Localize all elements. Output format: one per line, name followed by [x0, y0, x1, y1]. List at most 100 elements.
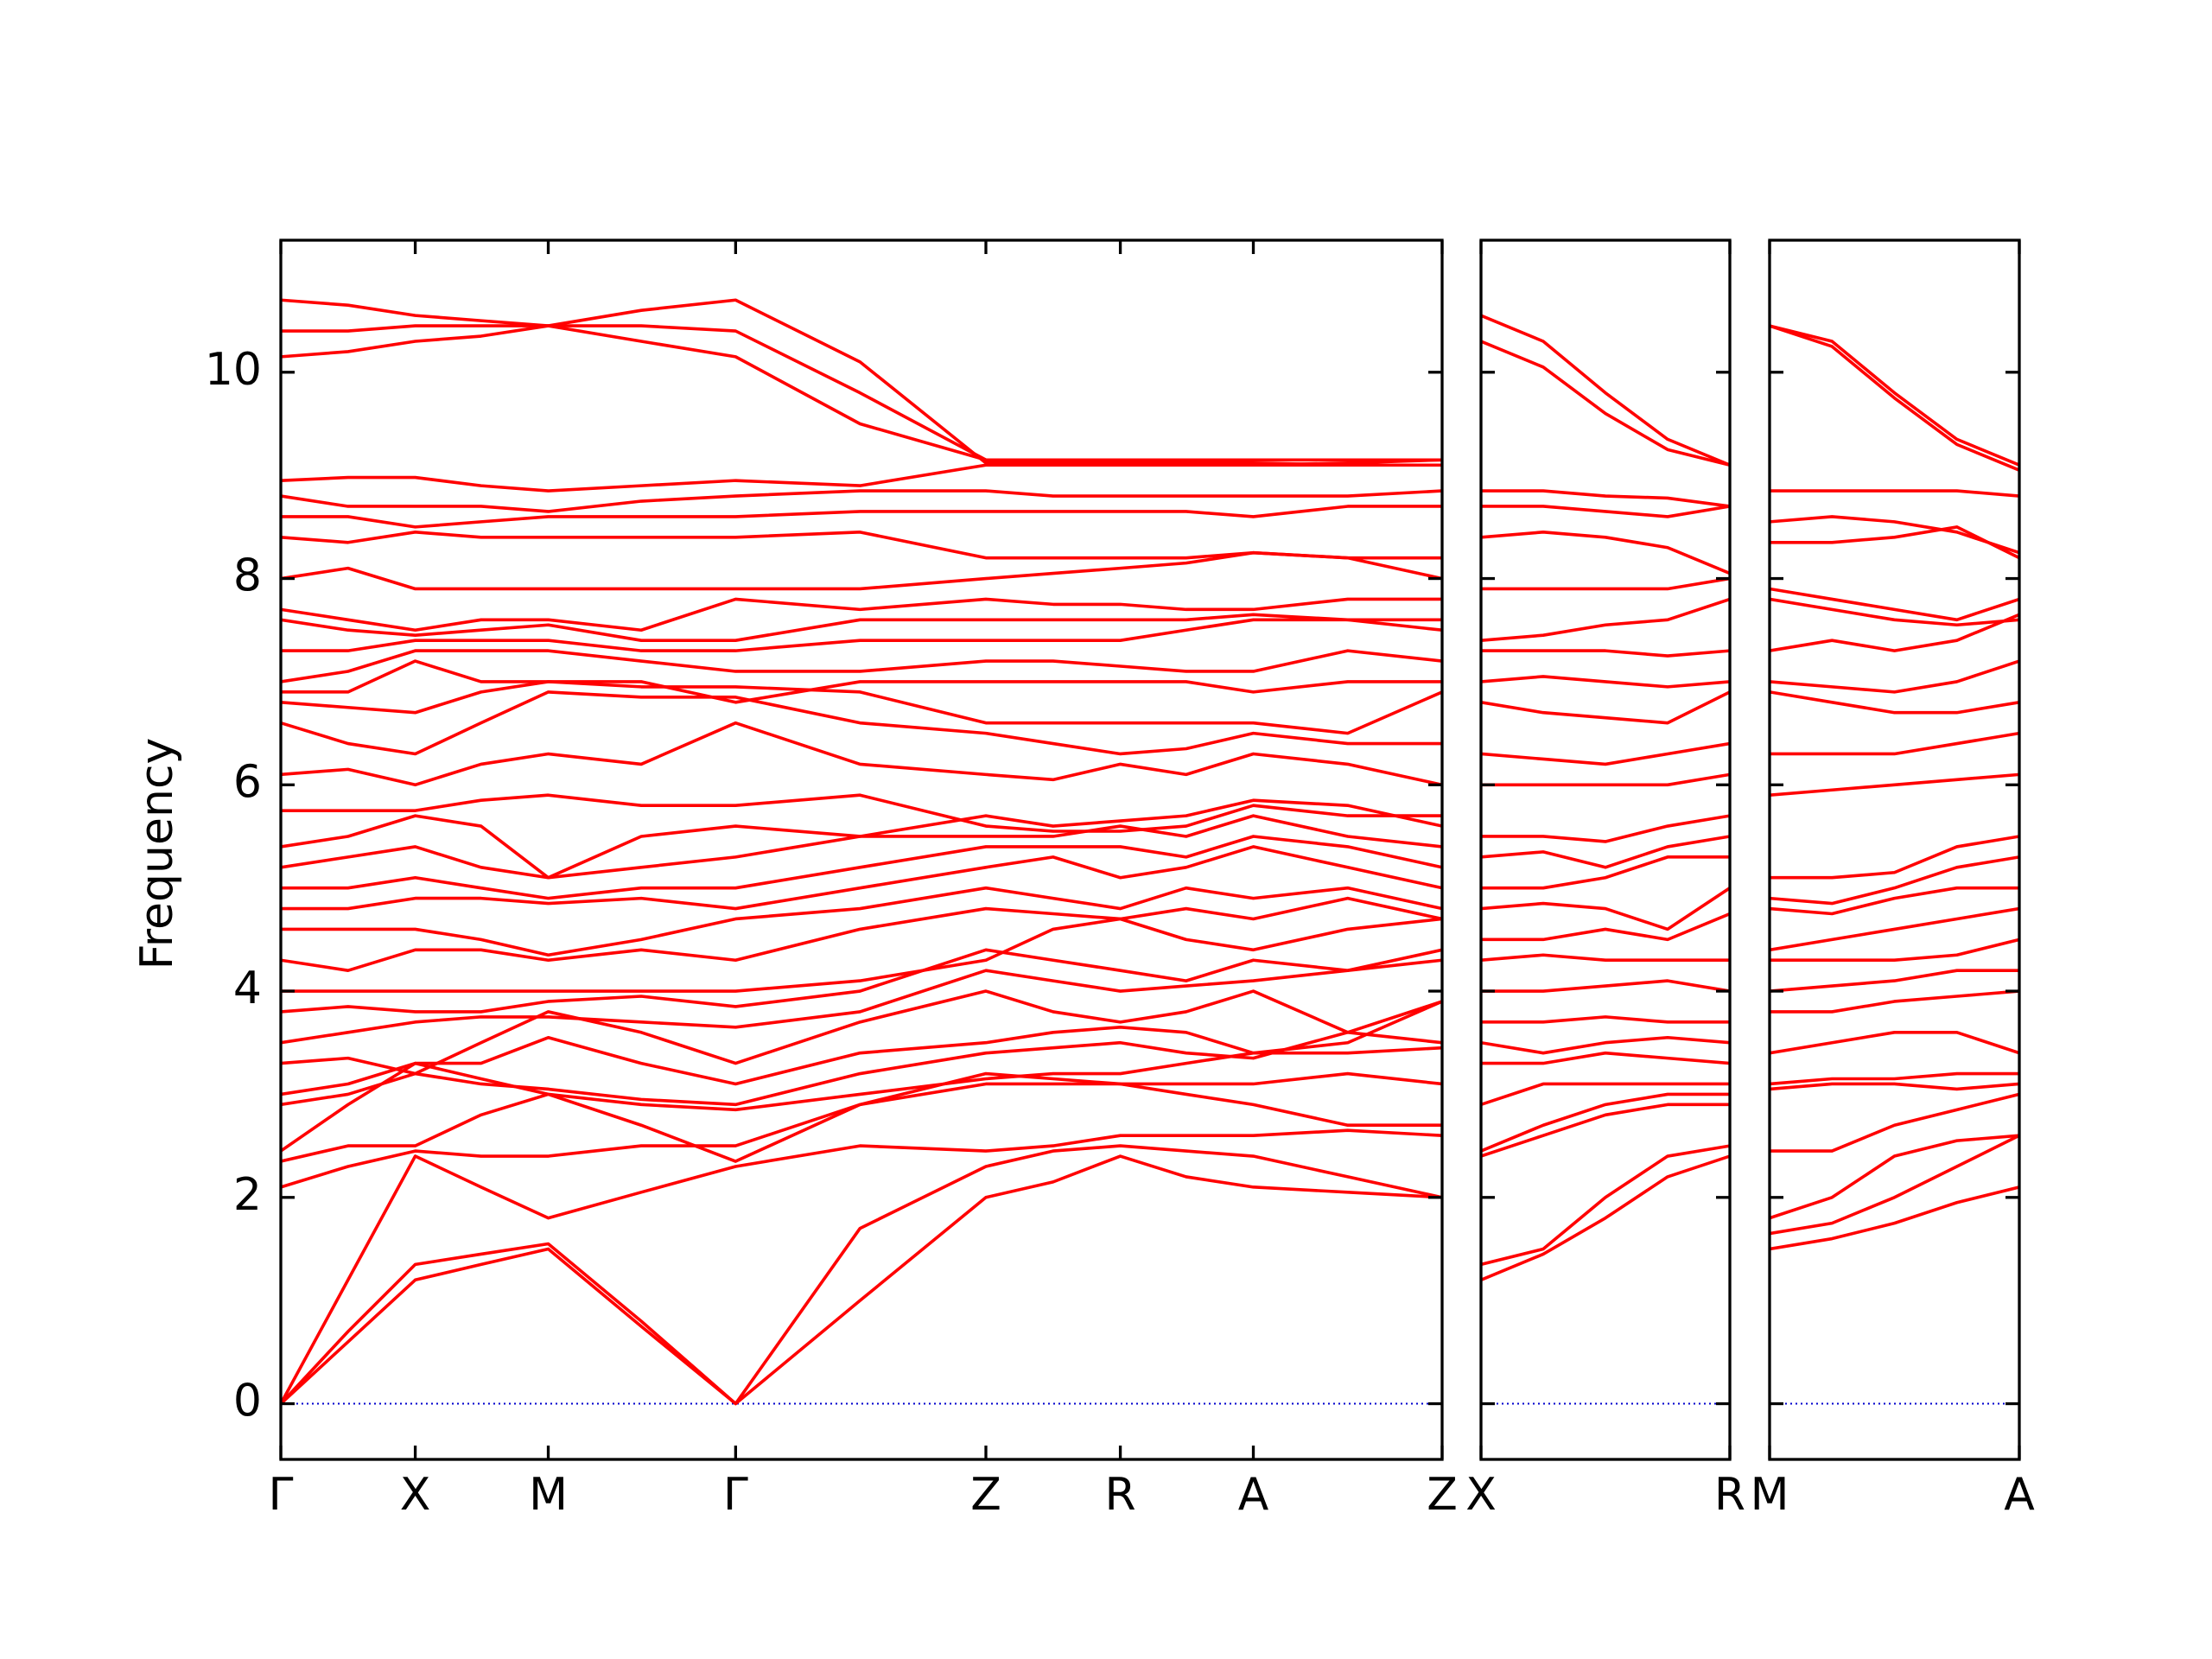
- phonon-band: [1770, 690, 2019, 715]
- phonon-band: [281, 531, 1442, 560]
- x-tick-label: X: [400, 1469, 431, 1521]
- phonon-band: [281, 1128, 1442, 1405]
- phonon-band: [1481, 1103, 1730, 1158]
- phonon-band: [281, 550, 1442, 591]
- phonon-band: [281, 1154, 1442, 1406]
- phonon-band: [1481, 772, 1730, 787]
- bands: [281, 298, 1442, 1406]
- phonon-band: [281, 886, 1442, 957]
- phonon-band: [1770, 989, 2019, 1014]
- panel-frame: [1479, 238, 1732, 1461]
- phonon-band: [1770, 515, 2019, 555]
- x-tick-label: Γ: [269, 1469, 294, 1521]
- phonon-band: [1770, 1071, 2019, 1086]
- y-tick-label: 0: [233, 1376, 262, 1427]
- phonon-band: [1770, 835, 2019, 880]
- phonon-band: [1770, 731, 2019, 756]
- phonon-band: [1770, 938, 2019, 963]
- phonon-band: [281, 505, 1442, 529]
- phonon-band: [281, 298, 1442, 467]
- phonon-band: [1481, 489, 1730, 508]
- phonon-band: [281, 917, 1442, 993]
- phonon-band: [1770, 597, 2019, 627]
- phonon-band: [1770, 659, 2019, 694]
- x-tick-label: A: [1238, 1469, 1269, 1521]
- phonon-band: [1481, 855, 1730, 890]
- bands: [1770, 324, 2019, 1251]
- y-tick-label: 10: [205, 344, 262, 396]
- phonon-band: [1481, 531, 1730, 575]
- phonon-band: [1481, 1144, 1730, 1267]
- phonon-band: [1770, 772, 2019, 798]
- phonon-band: [281, 798, 1442, 880]
- phonon-band: [1770, 324, 2019, 472]
- phonon-band: [1770, 906, 2019, 952]
- phonon-band: [1770, 587, 2019, 622]
- x-tick-label: R: [1714, 1469, 1745, 1521]
- panel-frame: [1768, 238, 2021, 1461]
- phonon-band: [1770, 525, 2019, 560]
- x-tick-label: R: [1105, 1469, 1136, 1521]
- phonon-band: [1481, 675, 1730, 689]
- phonon-band: [281, 948, 1442, 1045]
- phonon-band: [1770, 1134, 2019, 1236]
- phonon-band: [1481, 814, 1730, 843]
- phonon-band: [1481, 314, 1730, 467]
- x-tick-label: M: [529, 1469, 568, 1521]
- phonon-band: [1481, 953, 1730, 963]
- phonon-band: [281, 597, 1442, 632]
- phonon-band: [1481, 1015, 1730, 1024]
- y-tick-label: 8: [233, 550, 262, 602]
- phonon-band: [281, 618, 1442, 652]
- x-tick-label: Z: [1427, 1469, 1458, 1521]
- phonon-band: [1481, 912, 1730, 942]
- y-tick-label: 6: [233, 756, 262, 808]
- phonon-band: [1481, 741, 1730, 766]
- x-tick-label: Γ: [723, 1469, 748, 1521]
- phonon-band: [281, 793, 1442, 833]
- phonon-band: [1481, 597, 1730, 642]
- phonon-band: [281, 1144, 1442, 1406]
- phonon-band: [281, 690, 1442, 756]
- phonon-band: [281, 721, 1442, 787]
- phonon-band: [1770, 324, 2019, 467]
- phonon-band: [1770, 613, 2019, 652]
- y-tick-label: 4: [233, 963, 262, 1014]
- phonon-band: [1481, 576, 1730, 591]
- phonon-band: [1770, 1092, 2019, 1153]
- panel-frame: [279, 238, 1444, 1461]
- x-tick-label: M: [1751, 1469, 1789, 1521]
- phonon-band: [1481, 1082, 1730, 1107]
- phonon-band: [281, 659, 1442, 704]
- phonon-band: [1770, 1185, 2019, 1251]
- phonon-band: [281, 324, 1442, 462]
- phonon-band: [1481, 887, 1730, 931]
- phonon-band: [281, 1071, 1442, 1163]
- phonon-band: [1481, 340, 1730, 467]
- phonon-band: [1481, 1051, 1730, 1065]
- phonon-band: [281, 835, 1442, 900]
- phonon-band: [1481, 1092, 1730, 1153]
- x-tick-label: Z: [970, 1469, 1001, 1521]
- phonon-band: [1481, 690, 1730, 725]
- phonon-band: [281, 989, 1442, 1076]
- phonon-band: [281, 896, 1442, 972]
- phonon-band: [1481, 649, 1730, 658]
- bands: [1481, 314, 1730, 1281]
- phonon-band: [1481, 1035, 1730, 1055]
- phonon-band: [281, 463, 1442, 493]
- x-tick-label: X: [1465, 1469, 1497, 1521]
- phonon-band: [281, 324, 1442, 467]
- phonon-band: [281, 613, 1442, 642]
- phonon-band: [1481, 835, 1730, 869]
- phonon-band: [1770, 1030, 2019, 1055]
- phonon-band: [281, 948, 1442, 1014]
- phonon-band: [1481, 979, 1730, 993]
- x-tick-label: A: [2004, 1469, 2035, 1521]
- phonon-band: [1770, 886, 2019, 916]
- phonon-band: [281, 1000, 1442, 1107]
- phonon-band: [281, 845, 1442, 911]
- y-tick-label: 2: [233, 1169, 262, 1221]
- phonon-band: [1770, 1134, 2019, 1220]
